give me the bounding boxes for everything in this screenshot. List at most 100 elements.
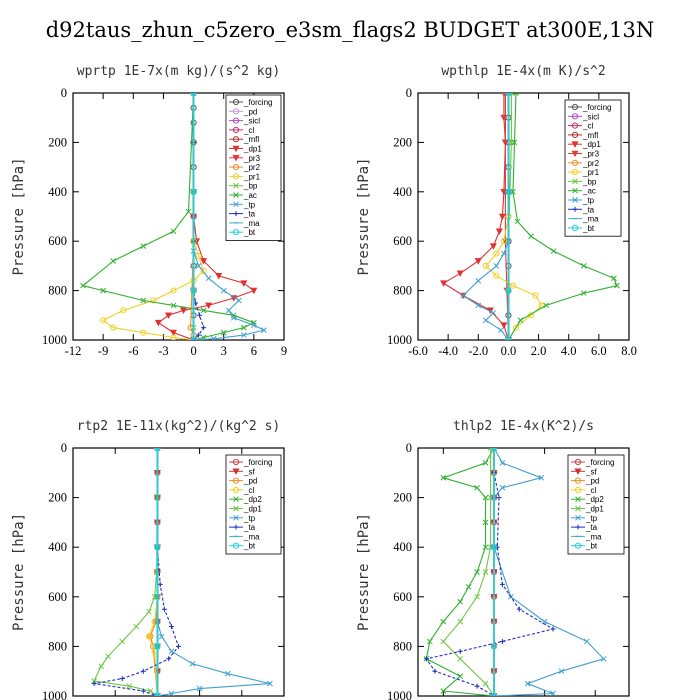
legend-entry: _pd bbox=[243, 477, 257, 486]
data-point bbox=[482, 262, 489, 269]
data-point bbox=[200, 258, 208, 265]
data-point bbox=[170, 287, 177, 294]
data-point bbox=[220, 287, 227, 294]
series-line-ta bbox=[425, 448, 555, 696]
series-line-pr1 bbox=[102, 93, 205, 340]
x-tick-label: 0.0 bbox=[501, 344, 517, 358]
legend-marker bbox=[233, 201, 239, 208]
x-tick-label: -6.0 bbox=[408, 344, 428, 358]
legend-entry: _bt bbox=[585, 542, 598, 551]
legend-entry: _ma bbox=[582, 215, 599, 224]
legend-marker bbox=[232, 173, 240, 180]
legend-marker bbox=[232, 477, 240, 484]
data-point bbox=[98, 663, 104, 670]
data-point bbox=[195, 263, 202, 269]
data-point bbox=[474, 258, 482, 265]
data-point bbox=[541, 618, 548, 625]
x-tick-label: 6.0 bbox=[591, 344, 607, 358]
y-tick-label: 0 bbox=[61, 441, 67, 455]
data-point bbox=[505, 93, 512, 97]
x-tick-label: 0 bbox=[190, 344, 196, 358]
legend-marker bbox=[574, 468, 582, 475]
legend-marker bbox=[574, 486, 582, 493]
legend-entry: _pr3 bbox=[582, 150, 600, 159]
data-point bbox=[482, 317, 489, 324]
data-point bbox=[493, 272, 500, 279]
legend-marker bbox=[232, 458, 240, 466]
data-point bbox=[180, 307, 188, 314]
data-point bbox=[170, 334, 177, 340]
legend-marker bbox=[571, 224, 579, 231]
legend-marker bbox=[233, 496, 239, 503]
data-point bbox=[465, 584, 472, 590]
y-axis-label: Pressure [hPa] bbox=[11, 513, 27, 631]
data-point bbox=[185, 208, 192, 215]
data-point bbox=[140, 668, 146, 674]
data-point bbox=[158, 633, 165, 640]
x-tick-label: -3 bbox=[158, 344, 168, 358]
data-point bbox=[168, 624, 174, 630]
y-tick-label: 0 bbox=[61, 86, 67, 100]
legend-entry: _forcing bbox=[243, 458, 272, 467]
data-point bbox=[224, 670, 231, 677]
legend-entry: _bp bbox=[243, 182, 258, 191]
legend-marker bbox=[232, 108, 240, 115]
data-point bbox=[161, 606, 167, 612]
data-point bbox=[509, 282, 517, 289]
data-point bbox=[423, 656, 429, 662]
data-point bbox=[499, 484, 506, 491]
data-point bbox=[240, 324, 247, 331]
data-point bbox=[524, 680, 531, 687]
legend-entry: _sf bbox=[243, 467, 255, 476]
data-point bbox=[197, 312, 203, 318]
y-axis-label: Pressure [hPa] bbox=[356, 513, 372, 631]
data-point bbox=[196, 332, 202, 338]
data-point bbox=[100, 317, 107, 324]
data-point bbox=[611, 275, 617, 282]
data-point bbox=[460, 292, 467, 299]
data-point bbox=[500, 114, 508, 122]
legend-entry: _ma bbox=[243, 219, 260, 228]
chart-panel-3: rtp2 1E-11x(kg^2)/(kg^2 s) Pressure [hPa]… bbox=[11, 419, 285, 700]
series-line-tp bbox=[493, 448, 605, 696]
legend-entry: _ma bbox=[243, 532, 260, 541]
legend-entry: _bt bbox=[243, 228, 256, 237]
legend-marker bbox=[232, 468, 240, 475]
data-point bbox=[490, 448, 498, 452]
data-point bbox=[505, 336, 512, 340]
data-point bbox=[475, 277, 482, 284]
data-point bbox=[482, 680, 489, 687]
data-point bbox=[550, 248, 557, 254]
data-point bbox=[516, 606, 522, 612]
data-point bbox=[482, 569, 489, 575]
x-tick-label: 6 bbox=[251, 344, 257, 358]
plot-frame bbox=[72, 92, 285, 341]
legend-entry: _forcing bbox=[582, 103, 611, 112]
data-point bbox=[505, 188, 512, 195]
series-line-ac bbox=[81, 93, 256, 340]
data-point bbox=[474, 683, 480, 689]
legend-entry: _sf bbox=[585, 467, 597, 476]
legend-entry: _tp bbox=[585, 514, 598, 523]
data-point bbox=[190, 336, 197, 340]
x-tick-label: -2.0 bbox=[468, 344, 488, 358]
chart-panel-1: wprtp 1E-7x(m kg)/(s^2 kg) Pressure [hPa]… bbox=[11, 64, 287, 358]
data-point bbox=[119, 638, 126, 645]
legend-entry: _bt bbox=[243, 542, 256, 551]
data-point bbox=[140, 329, 147, 336]
data-point bbox=[426, 638, 433, 645]
data-point bbox=[91, 681, 97, 687]
data-point bbox=[251, 322, 257, 329]
data-point bbox=[499, 460, 506, 466]
legend-marker bbox=[572, 187, 578, 194]
series-group bbox=[91, 448, 273, 696]
legend-entry: _pr1 bbox=[582, 168, 600, 177]
panel-title: wpthlp 1E-4x(m K)/s^2 bbox=[441, 64, 605, 79]
data-point bbox=[495, 228, 503, 235]
legend-marker bbox=[232, 542, 240, 549]
legend-marker bbox=[571, 122, 579, 129]
legend-marker bbox=[232, 155, 240, 162]
series-line-dp2 bbox=[425, 448, 495, 696]
data-point bbox=[517, 317, 524, 324]
